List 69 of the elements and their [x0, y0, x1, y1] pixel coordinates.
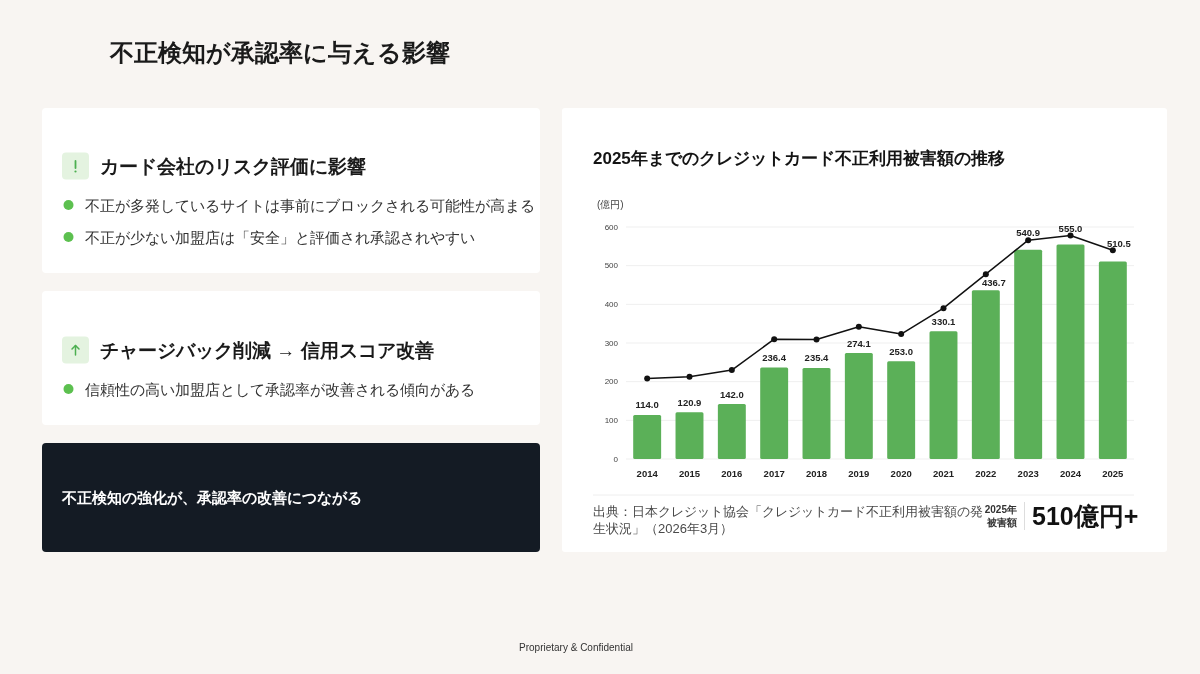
- x-tick-label: 2025: [1102, 467, 1125, 479]
- point: [728, 367, 735, 374]
- text: Proprietary & Confidential: [519, 641, 633, 653]
- y-tick-label: 100: [604, 415, 619, 425]
- bar: [844, 353, 873, 459]
- x-tick-label: 2024: [1059, 467, 1082, 479]
- x-tick-label: 2023: [1017, 467, 1039, 479]
- data-label: 274.1: [846, 337, 872, 349]
- y-tick-label: 600: [604, 222, 619, 232]
- text: 不正が少ない加盟店は「安全」と評価され承認されやすい: [85, 228, 475, 246]
- data-label: 436.7: [981, 277, 1006, 289]
- data-label: 120.9: [677, 396, 702, 408]
- point: [982, 271, 989, 278]
- x-tick-label: 2016: [721, 467, 743, 479]
- chart-title: 2025年までのクレジットカード不正利用被害額の推移: [593, 148, 1005, 168]
- data-label: 330.1: [931, 315, 957, 327]
- point: [898, 331, 905, 338]
- data-label: 114.0: [635, 399, 659, 411]
- text: 510億円+: [1032, 502, 1139, 530]
- data-label: 253.0: [889, 345, 914, 357]
- y-tick-label: 200: [604, 377, 619, 387]
- text: 不正検知が承認率に与える影響: [109, 38, 450, 66]
- bar: [633, 414, 662, 459]
- text: 不正検知の強化が、承認率の改善につながる: [61, 489, 362, 506]
- bar: [971, 290, 1000, 459]
- text: カード会社のリスク評価に影響: [100, 155, 366, 177]
- point: [771, 336, 778, 343]
- source-note: 出典：日本クレジット協会「クレジットカード不正利用被害額の発生状況」（2026年3月）: [593, 503, 983, 536]
- point: [1025, 237, 1032, 244]
- point: [855, 323, 862, 330]
- text: 信頼性の高い加盟店として承認率が改善される傾向がある: [85, 380, 475, 398]
- point: [1109, 247, 1116, 254]
- bar: [1098, 261, 1127, 459]
- bar: [717, 404, 746, 459]
- bar: [675, 412, 704, 459]
- y-axis-title: (億円): [597, 198, 624, 210]
- bar: [887, 361, 916, 459]
- bar: [1056, 244, 1085, 459]
- data-label: 510.5: [1106, 237, 1132, 249]
- x-tick-label: 2019: [848, 467, 870, 479]
- text: 2025年: [984, 503, 1017, 515]
- point: [686, 373, 693, 380]
- x-tick-label: 2021: [932, 467, 955, 479]
- y-tick-label: 400: [604, 299, 619, 309]
- text: チャージバック削減 → 信用スコア改善: [100, 339, 434, 361]
- x-tick-label: 2022: [975, 467, 997, 479]
- x-tick-label: 2015: [678, 467, 701, 479]
- bar: [760, 367, 789, 459]
- y-tick-label: 500: [604, 261, 619, 271]
- y-tick-label: 300: [604, 338, 619, 348]
- point: [1067, 232, 1074, 239]
- bar: [802, 367, 831, 459]
- text: 不正が多発しているサイトは事前にブロックされる可能性が高まる: [85, 196, 535, 214]
- y-tick-label: 0: [613, 454, 619, 464]
- bar: [929, 331, 958, 459]
- point: [813, 336, 820, 343]
- data-label: 540.9: [1016, 227, 1041, 239]
- data-label: 142.0: [719, 388, 744, 400]
- data-label: 555.0: [1058, 222, 1083, 234]
- data-label: 236.4: [762, 352, 787, 364]
- x-tick-label: 2014: [636, 467, 659, 479]
- text: 被害額: [986, 516, 1017, 528]
- data-label: 235.4: [804, 352, 830, 364]
- bar: [1014, 249, 1043, 459]
- x-tick-label: 2018: [805, 467, 828, 479]
- x-tick-label: 2020: [890, 467, 912, 479]
- point: [940, 305, 947, 312]
- x-tick-label: 2017: [763, 467, 785, 479]
- point: [644, 375, 651, 382]
